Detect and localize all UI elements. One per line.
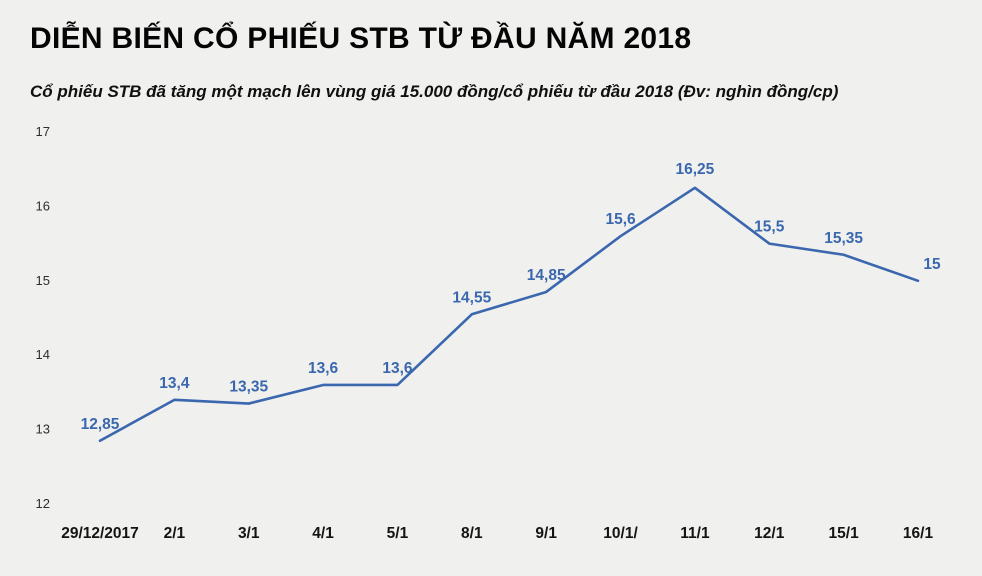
- stb-price-chart-svg: 12 13 14 15 16 17 29/12/2017 2/1 3/1 4/1 5/1 8/1 9/1…: [36, 124, 941, 542]
- value-label: 15,5: [754, 219, 785, 236]
- x-tick-label: 12/1: [754, 525, 785, 542]
- value-label: 15,35: [824, 230, 863, 247]
- value-label: 13,4: [159, 375, 190, 392]
- x-tick-label: 11/1: [680, 525, 710, 542]
- price-line: [98, 186, 920, 443]
- y-tick-label: 14: [36, 347, 50, 362]
- x-tick-label: 5/1: [387, 525, 409, 542]
- value-label: 14,85: [527, 267, 566, 284]
- x-tick-label: 8/1: [461, 525, 483, 542]
- x-tick-label: 15/1: [829, 525, 860, 542]
- y-tick-label: 13: [36, 422, 50, 437]
- x-tick-label: 29/12/2017: [61, 525, 139, 542]
- value-label: 14,55: [452, 289, 491, 306]
- value-label: 16,25: [676, 161, 715, 178]
- x-tick-label: 4/1: [312, 525, 334, 542]
- value-label: 13,6: [382, 360, 413, 377]
- value-label: 13,35: [229, 379, 268, 396]
- x-tick-label: 10/1/: [603, 525, 638, 542]
- y-tick-label: 12: [36, 496, 50, 511]
- x-tick-label: 9/1: [535, 525, 557, 542]
- x-tick-label: 16/1: [903, 525, 934, 542]
- value-label: 13,6: [308, 360, 339, 377]
- y-tick-label: 15: [36, 273, 50, 288]
- page-title: DIỄN BIẾN CỔ PHIẾU STB TỪ ĐẦU NĂM 2018: [30, 22, 692, 55]
- x-tick-label: 3/1: [238, 525, 260, 542]
- x-tick-label: 2/1: [164, 525, 186, 542]
- value-label: 15: [923, 256, 941, 273]
- chart-subtitle: Cổ phiếu STB đã tăng một mạch lên vùng g…: [30, 82, 839, 101]
- line-chart: 12 13 14 15 16 17 29/12/2017 2/1 3/1 4/1 5/1 8/1 9/1…: [0, 112, 982, 571]
- value-label: 12,85: [81, 416, 120, 433]
- y-tick-label: 17: [36, 124, 50, 139]
- y-tick-label: 16: [36, 198, 50, 213]
- value-label: 15,6: [605, 211, 636, 228]
